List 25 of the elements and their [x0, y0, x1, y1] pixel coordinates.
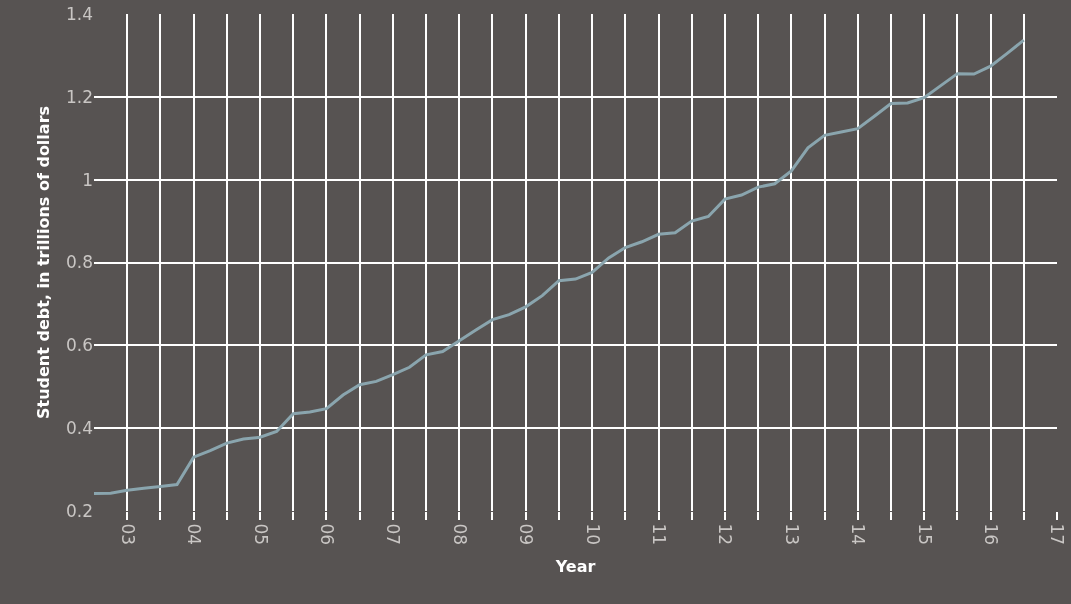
y-axis-title: Student debt, in trillions of dollars: [33, 105, 53, 420]
x-tick-label: 14: [848, 523, 869, 546]
x-tick-label: 16: [981, 523, 1002, 546]
x-tick-label: 15: [914, 523, 935, 546]
x-tick-label: 12: [715, 523, 736, 546]
x-tick-label: 10: [582, 523, 603, 546]
y-tick-label: 1.4: [65, 3, 93, 24]
x-tick-label: 08: [449, 523, 470, 546]
y-tick-label: 0.2: [65, 500, 93, 521]
x-tick-label: 05: [250, 523, 271, 546]
x-tick-label: 09: [516, 523, 537, 546]
x-axis-title: Year: [554, 556, 596, 576]
x-tick-label: 03: [117, 523, 138, 546]
y-tick-label: 0.6: [65, 335, 93, 356]
y-tick-label: 1: [82, 169, 93, 190]
x-tick-label: 04: [184, 523, 205, 546]
line-series: [94, 38, 1026, 496]
y-tick-label: 0.4: [65, 418, 93, 439]
x-tick-label: 13: [781, 523, 802, 546]
x-tick-label: 06: [316, 523, 337, 546]
x-tick-label: 07: [383, 523, 404, 546]
y-tick-label: 0.8: [65, 252, 93, 273]
x-tick-label: 17: [1047, 523, 1068, 546]
x-tick-label: 11: [648, 523, 669, 546]
y-tick-label: 1.2: [65, 86, 93, 107]
